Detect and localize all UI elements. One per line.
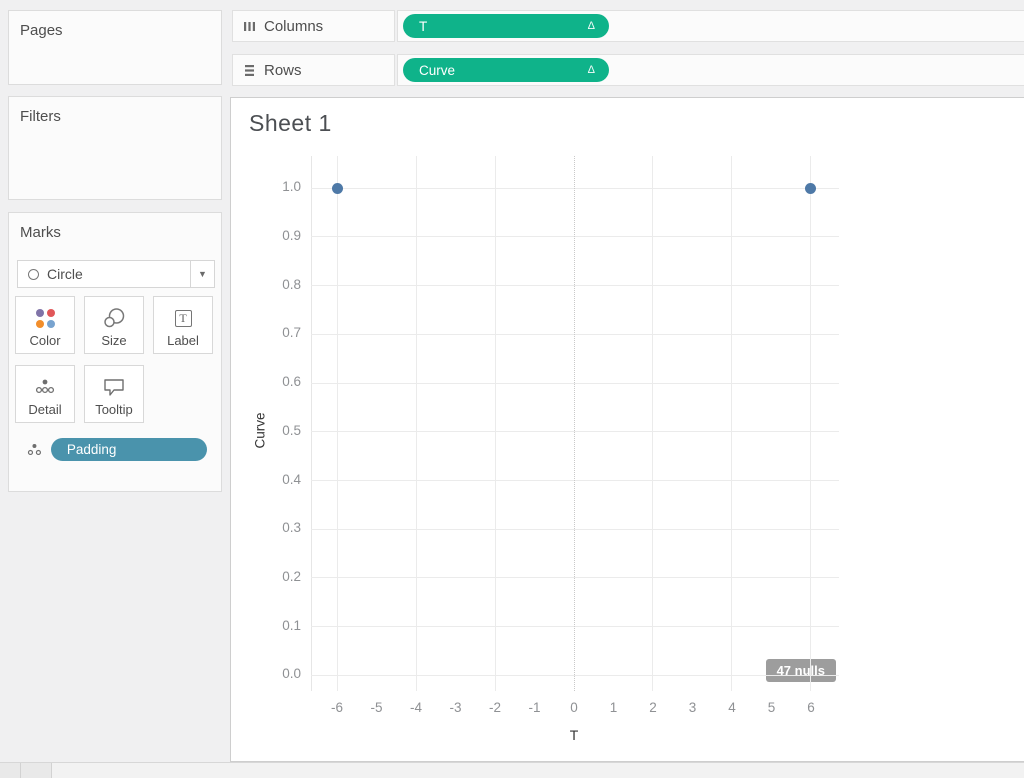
horizontal-gridline [311, 626, 839, 628]
x-tick-label: 2 [649, 700, 657, 715]
columns-shelf-label: Columns [232, 10, 395, 42]
horizontal-gridline [311, 333, 839, 335]
x-tick-label: 4 [728, 700, 736, 715]
pill-curve-label: Curve [419, 62, 456, 78]
zero-line-dotted [574, 156, 575, 691]
size-button[interactable]: Size [84, 296, 144, 354]
marks-pill-row: Padding [27, 437, 207, 461]
status-cell [21, 763, 52, 778]
rows-icon [245, 64, 254, 76]
columns-icon [244, 21, 255, 31]
columns-label: Columns [264, 17, 324, 35]
rows-label: Rows [264, 61, 302, 79]
x-tick-label: 1 [609, 700, 618, 715]
vertical-gridline [652, 156, 654, 691]
horizontal-gridline [311, 285, 839, 287]
size-button-label: Size [101, 333, 127, 348]
x-tick-label: 6 [807, 700, 815, 715]
y-tick-label: 0.8 [282, 276, 301, 292]
tooltip-button[interactable]: Tooltip [84, 365, 144, 423]
filters-title: Filters [20, 108, 61, 125]
x-tick-label: -5 [370, 700, 383, 715]
rows-shelf[interactable]: Curve Δ [397, 54, 1024, 86]
label-button-label: Label [167, 333, 199, 348]
pages-shelf[interactable]: Pages [8, 10, 222, 85]
color-button[interactable]: Color [15, 296, 75, 354]
vertical-gridline [731, 156, 733, 691]
x-tick-label: -3 [449, 700, 462, 715]
horizontal-gridline [311, 382, 839, 384]
y-tick-label: 0.1 [282, 617, 301, 633]
data-point[interactable] [805, 182, 817, 194]
worksheet-canvas: Sheet 1 Curve T 47 nulls 0.0 0.1 0.2 0.3 0.4… [230, 97, 1024, 762]
horizontal-gridline [311, 431, 839, 433]
horizontal-gridline [311, 187, 839, 189]
chevron-down-icon[interactable]: ▼ [190, 261, 214, 287]
horizontal-gridline [311, 480, 839, 481]
vertical-gridline [810, 156, 812, 691]
x-axis-title: T [569, 727, 579, 743]
y-tick-label: 0.5 [282, 422, 301, 438]
plot-area: 47 nulls 0.0 0.1 0.2 0.3 0.4 0.5 0.6 0.7 0.8 0.9 1… [282, 156, 839, 715]
size-icon [102, 307, 126, 329]
columns-shelf[interactable]: T Δ [397, 10, 1024, 42]
marks-card: Marks Circle ▼ Color Size T Label [8, 212, 222, 492]
x-tick-label: -4 [410, 700, 423, 715]
label-button[interactable]: T Label [153, 296, 213, 354]
marks-title: Marks [20, 224, 61, 241]
padding-pill[interactable]: Padding [50, 437, 207, 461]
mark-type-dropdown[interactable]: Circle ▼ [17, 260, 215, 288]
sheet-title: Sheet 1 [249, 110, 332, 136]
pill-curve[interactable]: Curve Δ [403, 58, 609, 82]
circle-mark-icon [28, 268, 39, 280]
nulls-indicator-badge[interactable]: 47 nulls [765, 659, 836, 682]
padding-pill-label: Padding [66, 441, 117, 457]
x-tick-label: -2 [489, 700, 502, 715]
pill-t[interactable]: T Δ [403, 14, 609, 38]
mark-type-value: Circle [47, 266, 83, 282]
vertical-gridline [336, 156, 338, 691]
vertical-gridline [415, 156, 417, 691]
y-tick-label: 1.0 [282, 179, 301, 195]
x-tick-label: -6 [331, 700, 344, 715]
pill-t-delta-icon: Δ [587, 20, 595, 32]
status-cell [0, 763, 21, 778]
y-tick-label: 0.4 [282, 471, 301, 487]
y-tick-label: 0.2 [282, 568, 301, 584]
x-tick-label: 0 [570, 700, 578, 715]
tooltip-button-label: Tooltip [95, 402, 133, 417]
detail-button-label: Detail [28, 402, 62, 417]
horizontal-gridline [311, 528, 839, 530]
plot-left-edge-line [311, 156, 312, 691]
y-tick-label: 0.0 [282, 666, 301, 682]
y-tick-label: 0.7 [282, 325, 301, 341]
horizontal-gridline [311, 236, 839, 238]
x-tick-label: -1 [528, 700, 541, 715]
y-tick-label: 0.3 [282, 520, 301, 536]
vertical-gridline [494, 156, 496, 691]
color-icon [35, 307, 55, 329]
detail-button[interactable]: Detail [15, 365, 75, 423]
detail-icon [35, 376, 55, 398]
filters-shelf[interactable]: Filters [8, 96, 222, 200]
rows-shelf-label: Rows [232, 54, 395, 86]
pill-t-label: T [419, 18, 428, 34]
x-tick-label: 5 [767, 700, 776, 715]
detail-target-icon [27, 443, 41, 455]
label-icon: T [174, 307, 192, 329]
color-button-label: Color [29, 333, 61, 348]
data-point[interactable] [331, 182, 343, 194]
pill-curve-delta-icon: Δ [587, 64, 595, 76]
pages-title: Pages [20, 22, 63, 39]
y-tick-label: 0.6 [282, 374, 301, 390]
y-tick-label: 0.9 [282, 227, 301, 243]
x-tick-label: 3 [688, 700, 697, 715]
status-bar [0, 762, 1024, 778]
tooltip-icon [103, 376, 125, 398]
horizontal-gridline [311, 577, 839, 579]
horizontal-gridline [311, 674, 839, 676]
